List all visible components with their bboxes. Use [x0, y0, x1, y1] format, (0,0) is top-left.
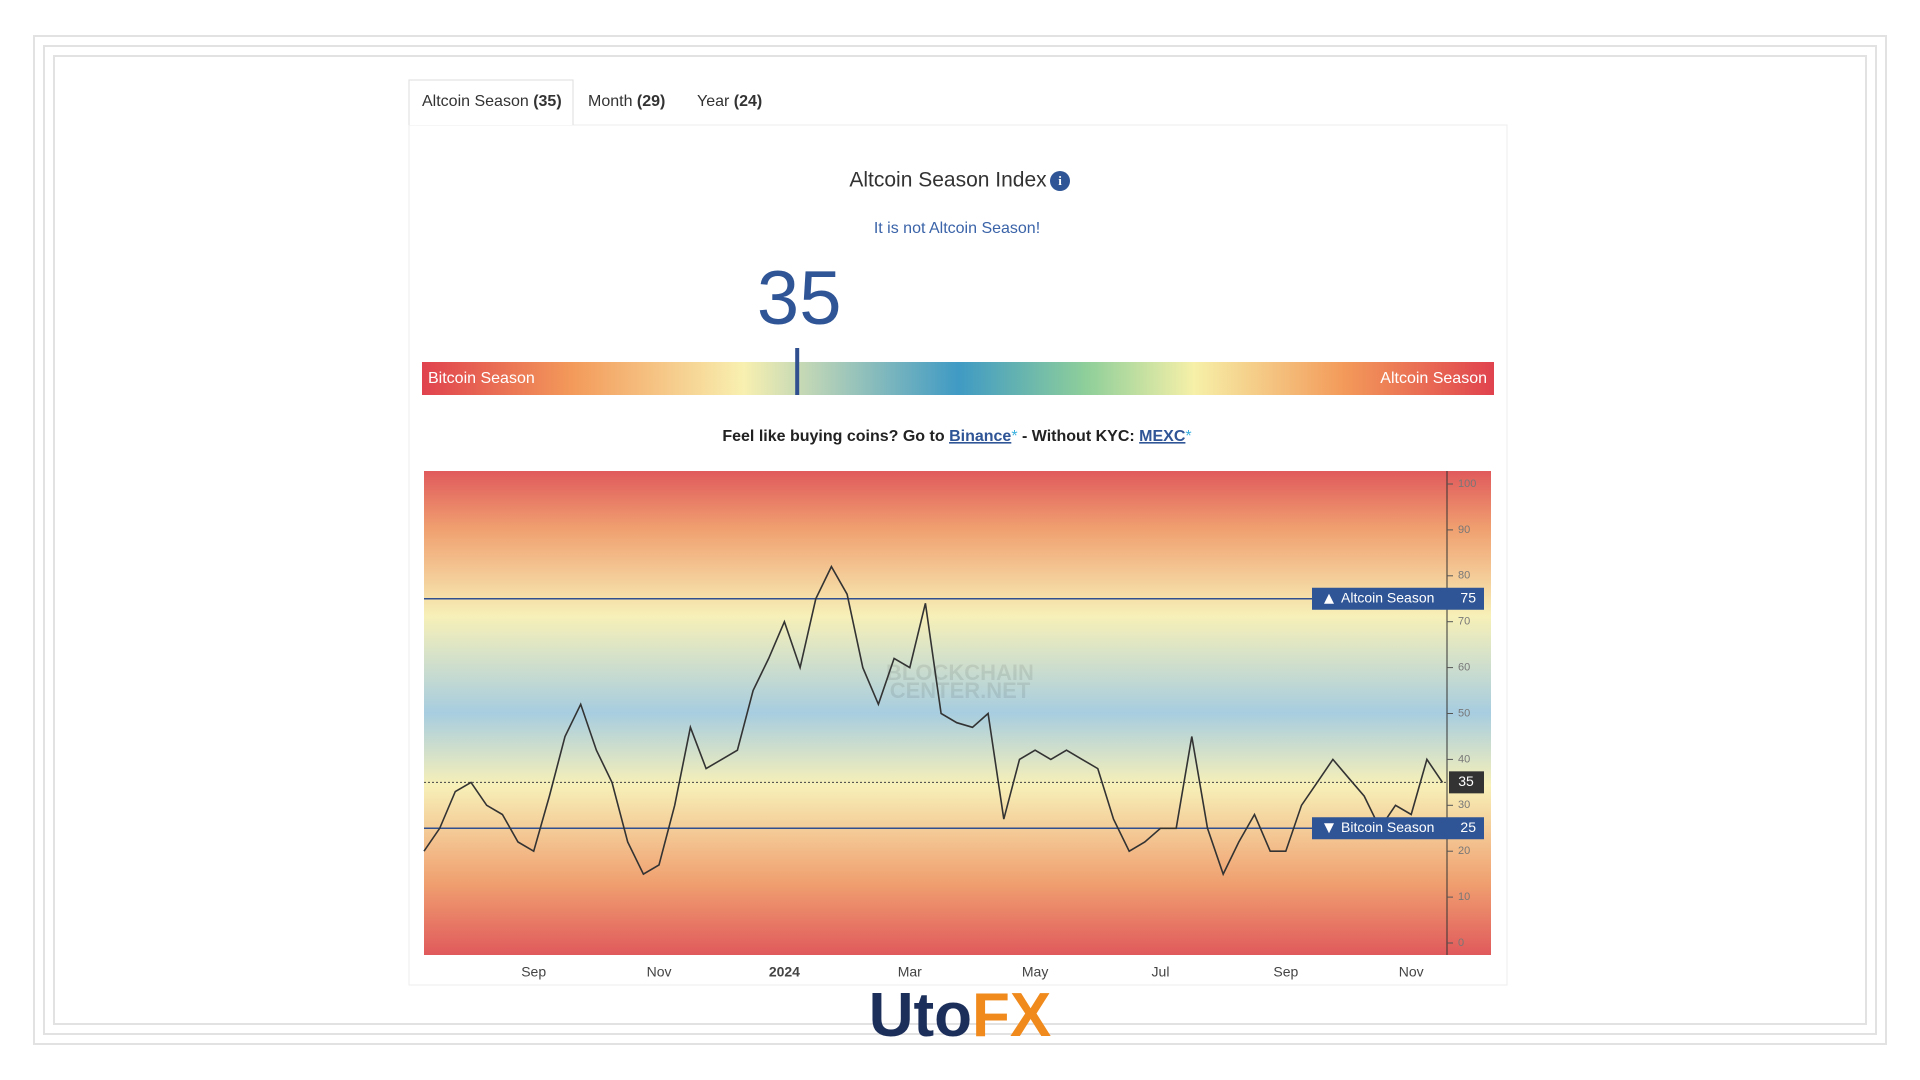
status: It is not Altcoin Season! [874, 220, 1040, 237]
y-tick-label: 30 [1458, 799, 1470, 811]
y-tick-label: 60 [1458, 662, 1470, 674]
reference-box [1312, 817, 1484, 840]
y-tick-label: 100 [1458, 478, 1476, 490]
tab-count: (35) [533, 93, 561, 110]
gauge-right: Altcoin Season [1380, 370, 1487, 387]
x-tick-label: Mar [898, 964, 922, 980]
gauge-marker [795, 348, 800, 395]
active-tab [408, 79, 574, 125]
y-tick-label: 70 [1458, 616, 1470, 628]
gauge-bar [422, 362, 1494, 395]
y-tick-label: 40 [1458, 753, 1470, 765]
frame [33, 35, 1887, 1045]
logo: UtoFX [869, 981, 1052, 1050]
y-tick-label: 80 [1458, 570, 1470, 582]
tab-label: Year [697, 93, 730, 110]
logo-uto: Uto [869, 981, 972, 1050]
asterisk: * [1185, 428, 1191, 445]
promo-text: Feel like buying coins? Go to [722, 428, 944, 445]
reference-arrow [1324, 823, 1334, 834]
reference-label: Altcoin Season [1341, 589, 1434, 605]
tab[interactable]: Month (29) [588, 93, 665, 110]
gauge-title: Altcoin Season Index [849, 169, 1047, 192]
gauge-left: Bitcoin Season [428, 370, 535, 387]
watermark: CENTER.NET [890, 678, 1031, 703]
y-tick-label: 90 [1458, 524, 1470, 536]
asterisk: * [1011, 428, 1017, 445]
reference-label: Bitcoin Season [1341, 819, 1434, 835]
y-tick-label: 0 [1458, 937, 1464, 949]
info-icon[interactable] [1050, 171, 1070, 191]
tab[interactable]: Year (24) [697, 93, 762, 110]
plot-area [424, 471, 1491, 955]
x-tick-label: Sep [1273, 964, 1298, 980]
tab-label: Altcoin Season [422, 93, 529, 110]
y-tick-label: 10 [1458, 891, 1470, 903]
tab-count: (29) [637, 93, 665, 110]
current-value: 35 [1458, 773, 1474, 789]
reference-value: 75 [1460, 589, 1476, 605]
gauge-value: 35 [757, 256, 842, 341]
info-glyph: i [1058, 173, 1062, 188]
promo: Feel like buying coins? Go to Binance* -… [722, 428, 1191, 445]
promo-middle: - Without KYC: [1022, 428, 1135, 445]
reference-arrow [1324, 593, 1334, 604]
logo-fx: FX [972, 981, 1051, 1050]
x-tick-label: Jul [1152, 964, 1170, 980]
x-tick-label: Sep [521, 964, 546, 980]
current-box [1449, 771, 1484, 794]
binance-link[interactable]: Binance [949, 428, 1011, 445]
tab[interactable]: Altcoin Season (35) [422, 93, 562, 110]
x-tick-label: Nov [1399, 964, 1424, 980]
y-tick-label: 20 [1458, 845, 1470, 857]
x-tick-label: Nov [647, 964, 672, 980]
x-tick-label: May [1022, 964, 1048, 980]
tab-count: (24) [734, 93, 762, 110]
reference-box [1312, 587, 1484, 610]
y-tick-label: 50 [1458, 707, 1470, 719]
mexc-link[interactable]: MEXC [1139, 428, 1186, 445]
x-tick-label: 2024 [769, 964, 800, 980]
reference-value: 25 [1460, 819, 1476, 835]
series-line [423, 564, 1444, 877]
tab-label: Month [588, 93, 632, 110]
